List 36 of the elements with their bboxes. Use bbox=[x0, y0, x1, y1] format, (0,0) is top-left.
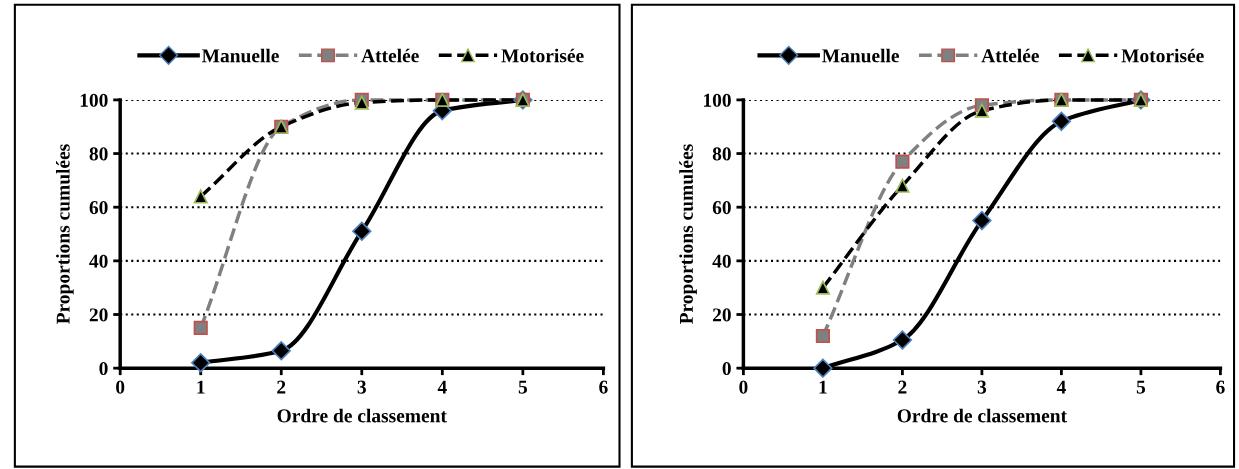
legend-label: Manuelle bbox=[201, 48, 279, 63]
y-tick-label: 40 bbox=[712, 254, 731, 268]
x-axis-title: Ordre de classement bbox=[277, 408, 447, 423]
y-tick-label: 40 bbox=[89, 254, 108, 268]
y-tick-label: 0 bbox=[99, 361, 108, 376]
x-tick-label: 3 bbox=[357, 380, 366, 394]
x-tick-label: 4 bbox=[437, 380, 447, 394]
legend-label: Attelée bbox=[981, 48, 1039, 63]
legend-label: Motorisée bbox=[501, 48, 584, 63]
x-tick-label: 1 bbox=[819, 380, 827, 394]
x-tick-label: 5 bbox=[518, 380, 528, 394]
y-tick-label: 60 bbox=[712, 201, 731, 215]
y-tick-label: 60 bbox=[89, 201, 108, 215]
x-axis-title: Ordre de classement bbox=[897, 408, 1067, 423]
x-tick-label: 2 bbox=[898, 380, 907, 394]
x-tick-label: 6 bbox=[599, 380, 608, 394]
y-tick-label: 0 bbox=[722, 361, 731, 376]
y-tick-label: 20 bbox=[89, 308, 108, 322]
x-tick-label: 6 bbox=[1216, 380, 1225, 394]
x-tick-label: 4 bbox=[1056, 380, 1066, 394]
x-tick-label: 0 bbox=[116, 380, 125, 394]
y-axis-title: Proportions cumulées bbox=[56, 144, 74, 324]
y-axis-title: Proportions cumulées bbox=[679, 144, 697, 324]
y-tick-label: 80 bbox=[712, 147, 731, 161]
x-tick-label: 1 bbox=[197, 380, 205, 394]
y-tick-label: 100 bbox=[703, 93, 731, 107]
x-tick-label: 5 bbox=[1136, 380, 1146, 394]
y-tick-label: 20 bbox=[712, 308, 731, 322]
x-tick-label: 3 bbox=[977, 380, 987, 394]
y-tick-label: 80 bbox=[89, 147, 108, 161]
x-tick-label: 0 bbox=[739, 380, 748, 394]
legend-label: Attelée bbox=[361, 48, 419, 63]
x-tick-label: 2 bbox=[277, 380, 286, 394]
y-tick-label: 100 bbox=[80, 93, 108, 107]
legend-label: Motorisée bbox=[1121, 48, 1204, 63]
legend-label: Manuelle bbox=[822, 48, 900, 63]
